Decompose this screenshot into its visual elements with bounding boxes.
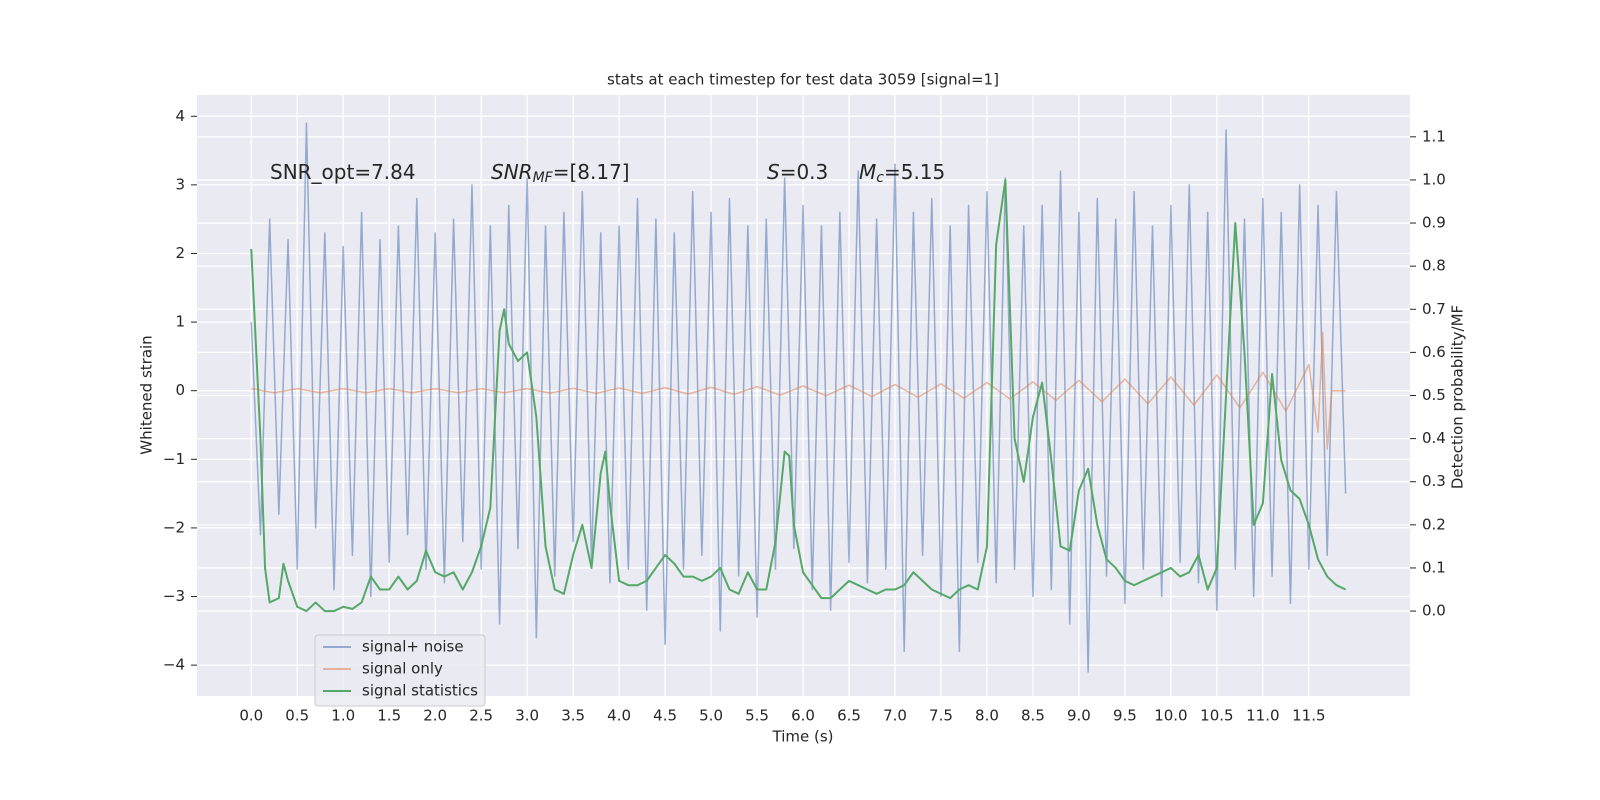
x-tick-label: 5.5 <box>745 707 769 725</box>
x-tick-label: 8.5 <box>1021 707 1045 725</box>
annotation-math: S <box>767 160 780 184</box>
x-tick-label: 1.5 <box>377 707 401 725</box>
annotation-text: =[8.17] <box>553 160 630 184</box>
annotation-text: =0.3 <box>780 160 829 184</box>
annotation-subscript: MF <box>533 170 554 186</box>
legend: signal+ noise signal only signal statistic… <box>314 634 486 707</box>
x-tick-label: 2.5 <box>469 707 493 725</box>
y2-tick-label: 0.2 <box>1422 515 1446 533</box>
y-tick-label: −3 <box>163 587 185 605</box>
annotation-math: M <box>859 160 876 184</box>
annotation-subscript: c <box>876 170 884 186</box>
x-tick-label: 1.0 <box>331 707 355 725</box>
y2-tick-label: 1.0 <box>1422 170 1446 188</box>
x-axis-label: Time (s) <box>772 728 834 746</box>
y2-tick-label: 0.1 <box>1422 558 1446 576</box>
y-tick-label: 3 <box>175 175 185 193</box>
y2-tick-label: 0.9 <box>1422 214 1446 232</box>
series-line <box>250 122 1347 673</box>
x-tick-label: 9.5 <box>1113 707 1137 725</box>
annotation: S=0.3 <box>767 160 828 184</box>
legend-box <box>314 634 486 707</box>
y2-tick-label: 0.0 <box>1422 602 1446 620</box>
y-tick-label: 4 <box>175 107 185 125</box>
x-tick-label: 4.0 <box>607 707 631 725</box>
y2-axis-label: Detection probability/MF <box>1449 305 1467 489</box>
y-tick-label: 2 <box>175 244 185 262</box>
series-line <box>250 178 1347 613</box>
x-tick-label: 0.5 <box>285 707 309 725</box>
y2-tick-label: 0.5 <box>1422 386 1446 404</box>
x-tick-label: 10.5 <box>1200 707 1233 725</box>
annotation: SNRMF=[8.17] <box>491 160 630 187</box>
y-tick-label: 0 <box>175 381 185 399</box>
legend-label: signal+ noise <box>362 638 464 656</box>
x-tick-label: 7.5 <box>929 707 953 725</box>
x-tick-label: 7.0 <box>883 707 907 725</box>
y-tick-label: −4 <box>163 656 185 674</box>
y-axis-label: Whitened strain <box>138 335 156 454</box>
x-tick-label: 9.0 <box>1067 707 1091 725</box>
x-tick-label: 3.0 <box>515 707 539 725</box>
annotation-math: SNR <box>491 160 533 184</box>
y2-tick-label: 0.8 <box>1422 257 1446 275</box>
y2-tick-label: 1.1 <box>1422 127 1446 145</box>
x-tick-label: 6.0 <box>791 707 815 725</box>
legend-label: signal statistics <box>362 682 478 700</box>
annotation-text: SNR_opt=7.84 <box>270 160 416 184</box>
y2-tick-label: 0.6 <box>1422 343 1446 361</box>
series-line <box>251 331 1346 450</box>
x-tick-label: 11.0 <box>1246 707 1279 725</box>
y2-tick-label: 0.7 <box>1422 300 1446 318</box>
x-tick-label: 8.0 <box>975 707 999 725</box>
annotation: Mc=5.15 <box>859 160 945 187</box>
y-tick-label: −1 <box>163 450 185 468</box>
y-tick-label: −2 <box>163 518 185 536</box>
x-tick-label: 5.0 <box>699 707 723 725</box>
chart-title: stats at each timestep for test data 305… <box>607 71 999 89</box>
legend-label: signal only <box>362 660 443 678</box>
x-tick-label: 3.5 <box>561 707 585 725</box>
y2-tick-label: 0.4 <box>1422 429 1446 447</box>
series-layer <box>250 122 1347 673</box>
x-tick-label: 6.5 <box>837 707 861 725</box>
x-tick-label: 10.0 <box>1154 707 1187 725</box>
annotation: SNR_opt=7.84 <box>270 160 416 184</box>
x-tick-label: 11.5 <box>1292 707 1325 725</box>
x-tick-label: 2.0 <box>423 707 447 725</box>
x-tick-label: 4.5 <box>653 707 677 725</box>
x-tick-label: 0.0 <box>239 707 263 725</box>
annotation-text: =5.15 <box>884 160 945 184</box>
y-tick-label: 1 <box>175 313 185 331</box>
y2-tick-label: 0.3 <box>1422 472 1446 490</box>
